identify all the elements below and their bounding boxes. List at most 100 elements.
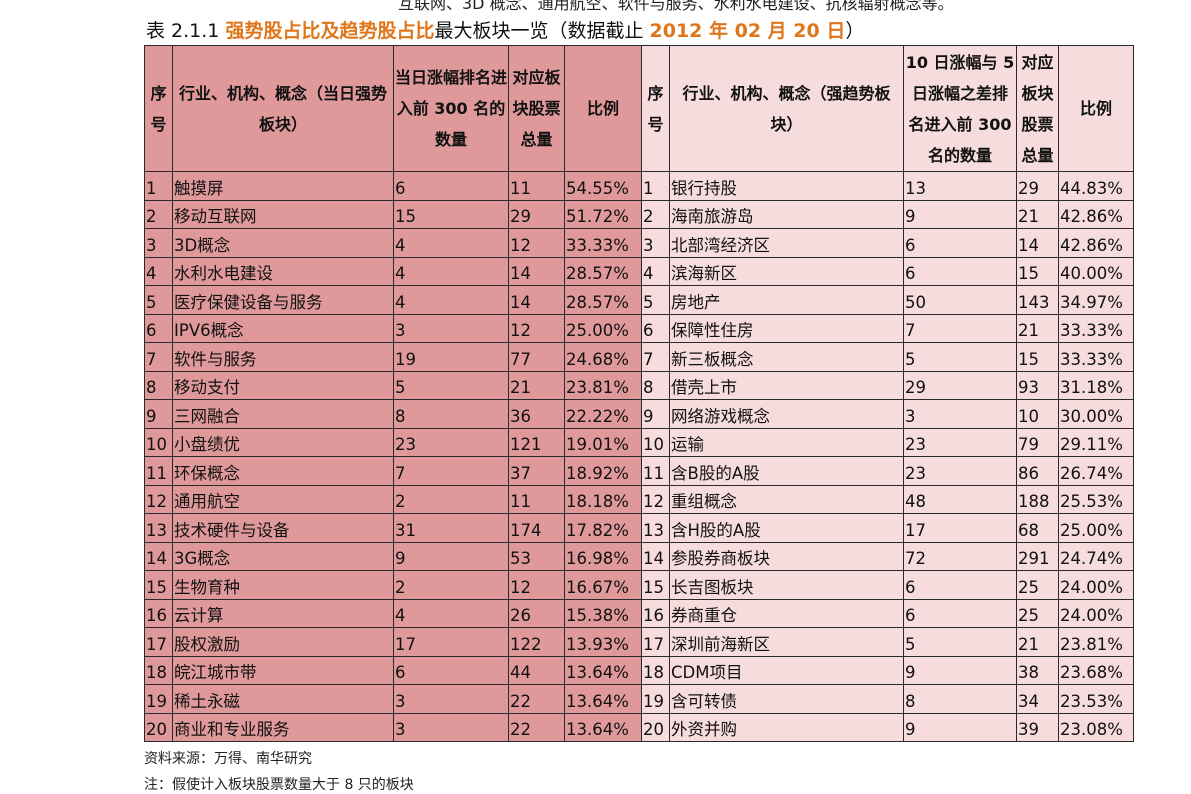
left-sector-cell: 生物育种 bbox=[172, 570, 394, 600]
left-sector-cell: 技术硬件与设备 bbox=[172, 513, 394, 543]
right-total-cell: 10 bbox=[1016, 399, 1059, 429]
left-sector-cell: 3G概念 bbox=[172, 541, 394, 571]
left-ratio-cell: 17.82% bbox=[564, 513, 642, 543]
right-index-cell: 11 bbox=[641, 456, 670, 486]
right-sector-cell: 重组概念 bbox=[669, 484, 904, 514]
header-left-sector: 行业、机构、概念（当日强势板块） bbox=[172, 45, 394, 172]
left-ratio-cell: 22.22% bbox=[564, 399, 642, 429]
left-ratio-cell: 28.57% bbox=[564, 256, 642, 286]
table-row: 3 3D概念 4 12 33.33% 3 北部湾经济区 6 14 42.86% bbox=[144, 228, 1134, 258]
right-count-cell: 9 bbox=[903, 712, 1017, 742]
left-count-cell: 31 bbox=[393, 513, 509, 543]
left-sector-cell: 移动支付 bbox=[172, 370, 394, 400]
header-right-ratio: 比例 bbox=[1058, 45, 1134, 172]
left-count-cell: 7 bbox=[393, 456, 509, 486]
right-ratio-cell: 33.33% bbox=[1058, 313, 1134, 343]
left-ratio-cell: 13.64% bbox=[564, 684, 642, 714]
table-row: 1 触摸屏 6 11 54.55% 1 银行持股 13 29 44.83% bbox=[144, 171, 1134, 201]
preceding-text-line: 互联网、3D 概念、通用航空、软件与服务、水利水电建设、抗核辐射概念等。 bbox=[398, 0, 954, 13]
right-sector-cell: 券商重仓 bbox=[669, 598, 904, 628]
right-sector-cell: 外资并购 bbox=[669, 712, 904, 742]
right-index-cell: 16 bbox=[641, 598, 670, 628]
table-row: 2 移动互联网 15 29 51.72% 2 海南旅游岛 9 21 42.86% bbox=[144, 199, 1134, 229]
right-sector-cell: 含H股的A股 bbox=[669, 513, 904, 543]
right-count-cell: 17 bbox=[903, 513, 1017, 543]
right-ratio-cell: 33.33% bbox=[1058, 342, 1134, 372]
right-ratio-cell: 30.00% bbox=[1058, 399, 1134, 429]
right-count-cell: 9 bbox=[903, 655, 1017, 685]
left-count-cell: 17 bbox=[393, 627, 509, 657]
left-total-cell: 77 bbox=[508, 342, 565, 372]
left-index-cell: 11 bbox=[144, 456, 173, 486]
left-count-cell: 3 bbox=[393, 684, 509, 714]
right-index-cell: 4 bbox=[641, 256, 670, 286]
right-ratio-cell: 24.74% bbox=[1058, 541, 1134, 571]
right-total-cell: 15 bbox=[1016, 256, 1059, 286]
header-left-total: 对应板块股票总量 bbox=[508, 45, 565, 172]
left-count-cell: 3 bbox=[393, 313, 509, 343]
right-count-cell: 50 bbox=[903, 285, 1017, 315]
right-count-cell: 6 bbox=[903, 570, 1017, 600]
right-total-cell: 25 bbox=[1016, 598, 1059, 628]
table-row: 20 商业和专业服务 3 22 13.64% 20 外资并购 9 39 23.08% bbox=[144, 712, 1134, 742]
right-index-cell: 17 bbox=[641, 627, 670, 657]
right-total-cell: 38 bbox=[1016, 655, 1059, 685]
left-sector-cell: 云计算 bbox=[172, 598, 394, 628]
left-index-cell: 19 bbox=[144, 684, 173, 714]
right-count-cell: 6 bbox=[903, 228, 1017, 258]
left-ratio-cell: 13.64% bbox=[564, 655, 642, 685]
header-row: 序号 行业、机构、概念（当日强势板块） 当日涨幅排名进入前 300 名的数量 对… bbox=[144, 45, 1134, 172]
right-total-cell: 21 bbox=[1016, 199, 1059, 229]
right-total-cell: 188 bbox=[1016, 484, 1059, 514]
right-index-cell: 19 bbox=[641, 684, 670, 714]
right-count-cell: 72 bbox=[903, 541, 1017, 571]
left-total-cell: 26 bbox=[508, 598, 565, 628]
right-total-cell: 143 bbox=[1016, 285, 1059, 315]
right-index-cell: 5 bbox=[641, 285, 670, 315]
left-count-cell: 3 bbox=[393, 712, 509, 742]
right-index-cell: 15 bbox=[641, 570, 670, 600]
right-count-cell: 23 bbox=[903, 427, 1017, 457]
right-index-cell: 2 bbox=[641, 199, 670, 229]
left-count-cell: 4 bbox=[393, 285, 509, 315]
right-total-cell: 15 bbox=[1016, 342, 1059, 372]
right-ratio-cell: 42.86% bbox=[1058, 199, 1134, 229]
right-index-cell: 6 bbox=[641, 313, 670, 343]
right-ratio-cell: 42.86% bbox=[1058, 228, 1134, 258]
title-highlight: 强势股占比及趋势股占比 bbox=[225, 20, 435, 42]
right-total-cell: 25 bbox=[1016, 570, 1059, 600]
header-left-index: 序号 bbox=[144, 45, 173, 172]
left-index-cell: 17 bbox=[144, 627, 173, 657]
left-sector-cell: 股权激励 bbox=[172, 627, 394, 657]
left-ratio-cell: 23.81% bbox=[564, 370, 642, 400]
left-total-cell: 36 bbox=[508, 399, 565, 429]
right-index-cell: 7 bbox=[641, 342, 670, 372]
right-index-cell: 13 bbox=[641, 513, 670, 543]
left-total-cell: 53 bbox=[508, 541, 565, 571]
left-sector-cell: 皖江城市带 bbox=[172, 655, 394, 685]
left-ratio-cell: 24.68% bbox=[564, 342, 642, 372]
left-total-cell: 12 bbox=[508, 570, 565, 600]
left-index-cell: 16 bbox=[144, 598, 173, 628]
right-total-cell: 86 bbox=[1016, 456, 1059, 486]
right-index-cell: 8 bbox=[641, 370, 670, 400]
table-row: 8 移动支付 5 21 23.81% 8 借壳上市 29 93 31.18% bbox=[144, 370, 1134, 400]
left-sector-cell: 医疗保健设备与服务 bbox=[172, 285, 394, 315]
right-count-cell: 9 bbox=[903, 199, 1017, 229]
header-right-index: 序号 bbox=[641, 45, 670, 172]
right-total-cell: 93 bbox=[1016, 370, 1059, 400]
right-total-cell: 68 bbox=[1016, 513, 1059, 543]
left-ratio-cell: 13.64% bbox=[564, 712, 642, 742]
right-total-cell: 39 bbox=[1016, 712, 1059, 742]
right-ratio-cell: 23.53% bbox=[1058, 684, 1134, 714]
right-ratio-cell: 23.68% bbox=[1058, 655, 1134, 685]
left-count-cell: 6 bbox=[393, 655, 509, 685]
left-index-cell: 8 bbox=[144, 370, 173, 400]
table-row: 17 股权激励 17 122 13.93% 17 深圳前海新区 5 21 23.81% bbox=[144, 627, 1134, 657]
right-index-cell: 14 bbox=[641, 541, 670, 571]
left-total-cell: 12 bbox=[508, 313, 565, 343]
right-sector-cell: CDM项目 bbox=[669, 655, 904, 685]
left-ratio-cell: 18.92% bbox=[564, 456, 642, 486]
right-index-cell: 12 bbox=[641, 484, 670, 514]
left-index-cell: 1 bbox=[144, 171, 173, 201]
